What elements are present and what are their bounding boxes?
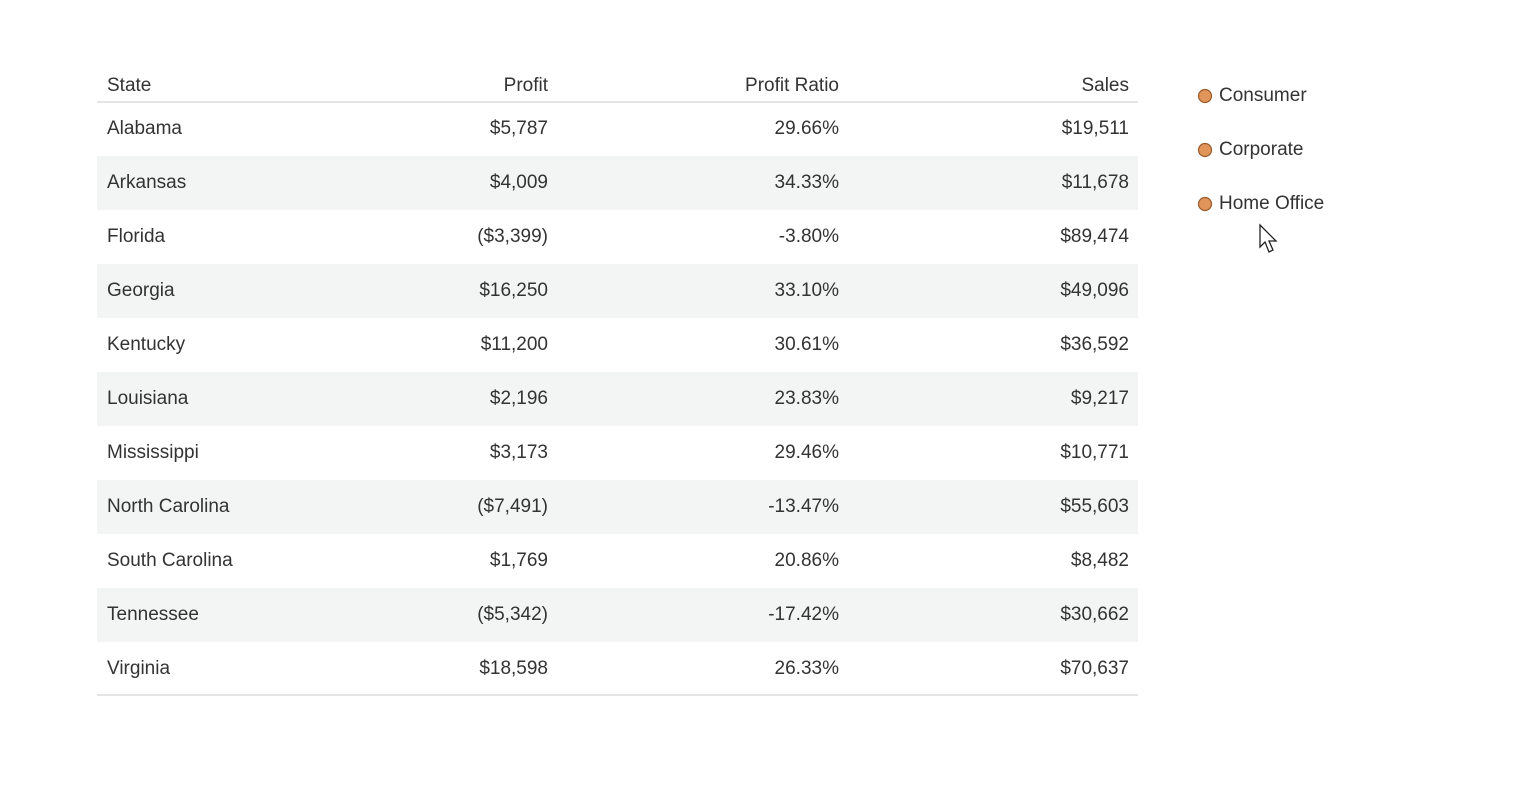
legend-label: Home Office: [1219, 193, 1324, 214]
value-cell: $70,637: [1060, 658, 1129, 679]
row-band: [97, 264, 1138, 318]
value-cell: $11,678: [1062, 172, 1129, 193]
state-cell: Alabama: [107, 118, 182, 139]
value-cell: $9,217: [1071, 388, 1129, 409]
state-cell: Mississippi: [107, 442, 199, 463]
row-band: [97, 588, 1138, 642]
column-header: Profit: [504, 75, 549, 96]
value-cell: 20.86%: [775, 550, 840, 571]
value-cell: $49,096: [1060, 280, 1129, 301]
value-cell: $16,250: [479, 280, 548, 301]
value-cell: ($7,491): [477, 496, 548, 517]
value-cell: 29.66%: [775, 118, 840, 139]
value-cell: $3,173: [490, 442, 548, 463]
state-cell: Florida: [107, 226, 166, 247]
state-cell: Georgia: [107, 280, 175, 301]
state-cell: South Carolina: [107, 550, 233, 571]
value-cell: 23.83%: [775, 388, 840, 409]
state-cell: Kentucky: [107, 334, 186, 355]
legend-marker: [1197, 142, 1213, 158]
value-cell: $5,787: [490, 118, 548, 139]
value-cell: $36,592: [1060, 334, 1129, 355]
value-cell: $1,769: [490, 550, 548, 571]
value-cell: $4,009: [490, 172, 548, 193]
value-cell: $19,511: [1062, 118, 1129, 139]
mouse-cursor: [1259, 223, 1278, 253]
value-cell: $55,603: [1060, 496, 1129, 517]
value-cell: $10,771: [1060, 442, 1129, 463]
value-cell: -17.42%: [768, 604, 839, 625]
value-cell: 30.61%: [775, 334, 840, 355]
legend-marker: [1197, 88, 1213, 104]
column-header: Profit Ratio: [745, 75, 839, 96]
value-cell: 33.10%: [775, 280, 840, 301]
state-cell: Arkansas: [107, 172, 186, 193]
state-cell: North Carolina: [107, 496, 230, 517]
value-cell: 26.33%: [775, 658, 840, 679]
column-header: State: [107, 75, 151, 96]
value-cell: -13.47%: [768, 496, 839, 517]
state-cell: Virginia: [107, 658, 170, 679]
value-cell: $8,482: [1071, 550, 1129, 571]
row-band: [97, 480, 1138, 534]
value-cell: $11,200: [481, 334, 548, 355]
value-cell: $2,196: [490, 388, 548, 409]
legend-marker: [1197, 196, 1213, 212]
value-cell: $30,662: [1060, 604, 1129, 625]
row-band: [97, 156, 1138, 210]
row-band: [97, 372, 1138, 426]
column-header: Sales: [1081, 75, 1129, 96]
legend-label: Corporate: [1219, 139, 1304, 160]
state-cell: Tennessee: [107, 604, 199, 625]
value-cell: $89,474: [1060, 226, 1129, 247]
value-cell: ($3,399): [477, 226, 548, 247]
value-cell: ($5,342): [477, 604, 548, 625]
value-cell: -3.80%: [779, 226, 839, 247]
legend-label: Consumer: [1219, 85, 1307, 106]
state-cell: Louisiana: [107, 388, 189, 409]
value-cell: 34.33%: [775, 172, 840, 193]
value-cell: 29.46%: [775, 442, 840, 463]
value-cell: $18,598: [479, 658, 548, 679]
